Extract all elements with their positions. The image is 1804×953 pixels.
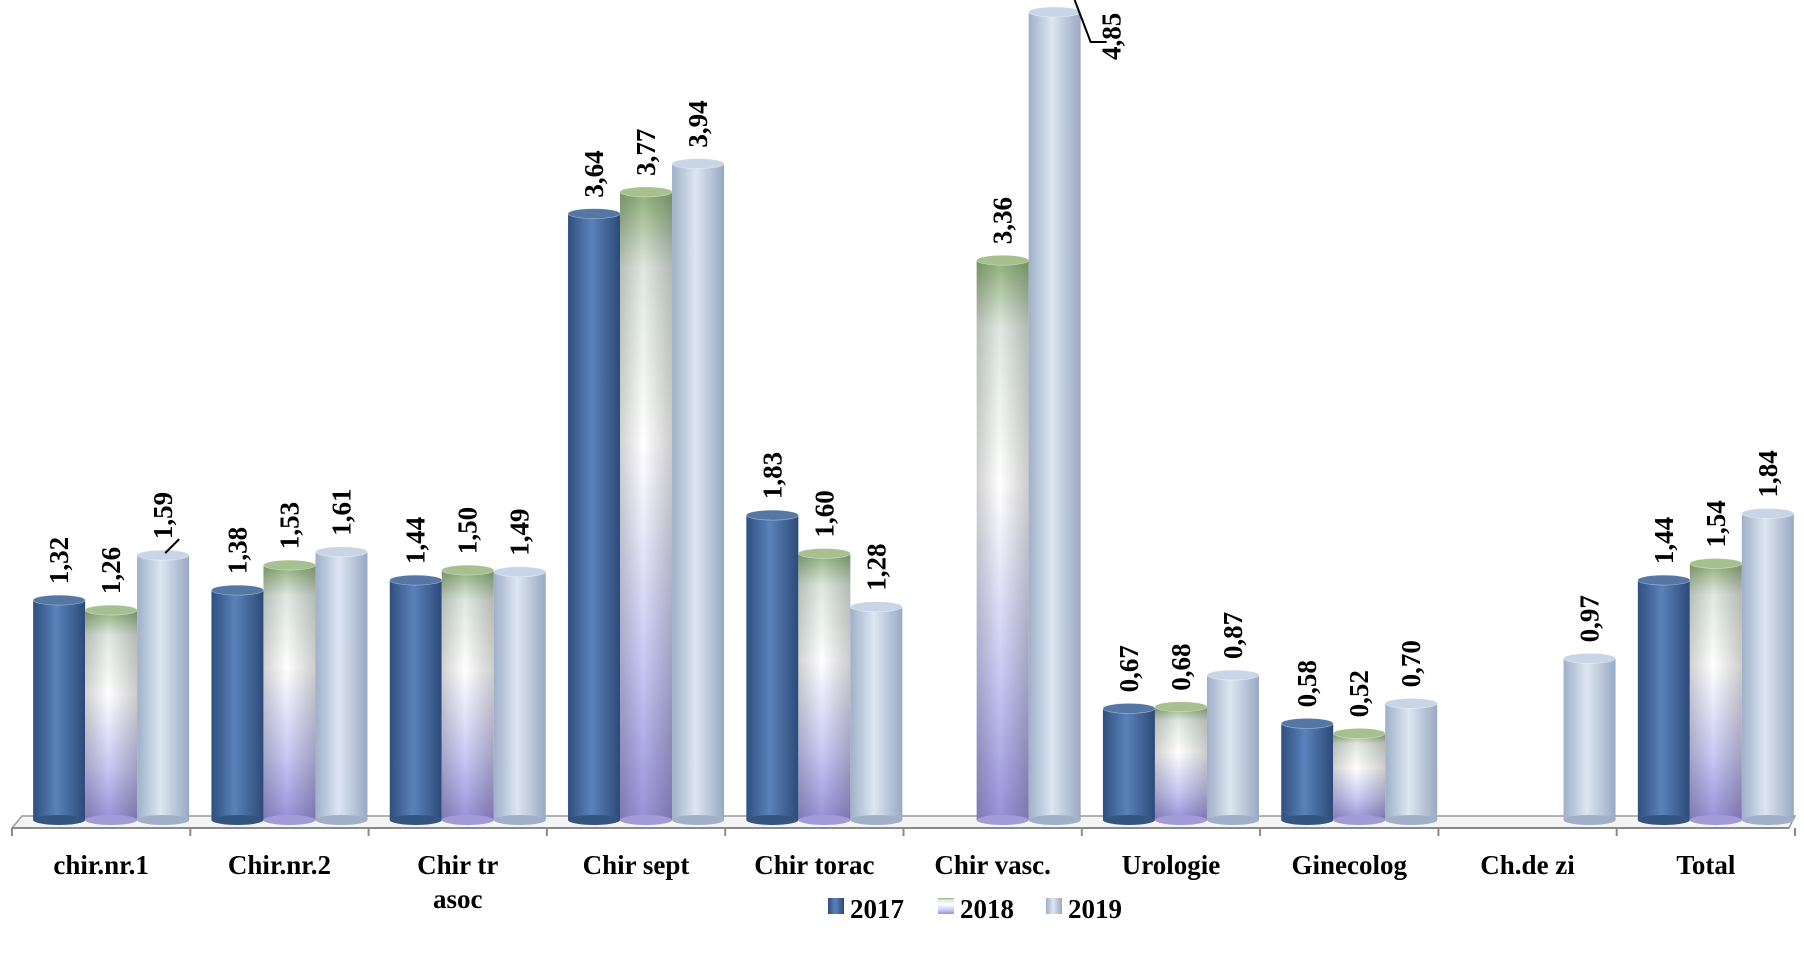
bar-2019-9 [1741,508,1795,825]
category-label: Chir tr asoc [417,850,498,914]
legend: 2017 2018 2019 [828,894,1122,924]
bar-2018-3 [619,186,673,825]
legend-label: 2018 [960,894,1014,924]
category-label: Ch.de zi [1480,850,1575,880]
data-label: 0,87 [1218,612,1248,659]
leader-line [1073,0,1107,43]
legend-item-2018: 2018 [938,894,1014,924]
bars [32,6,1795,825]
bar-2018-9 [1689,558,1743,825]
bar-2019-1 [315,546,368,825]
bar-2019-6 [1206,669,1260,825]
legend-item-2017: 2017 [828,894,904,924]
data-label: 1,32 [44,537,74,584]
bar-2019-8 [1563,653,1616,825]
bar-2019-2 [493,566,547,825]
category-label: Total [1676,850,1736,880]
data-label: 0,67 [1114,645,1144,692]
data-label: 4,85 [1097,13,1127,60]
bar-2018-1 [263,559,316,825]
data-label: 1,53 [274,502,304,549]
category-label: Urologie [1122,850,1220,880]
legend-label: 2019 [1068,894,1122,924]
bar-2019-4 [850,601,903,825]
category-label: Chir vasc. [934,850,1051,880]
data-label: 0,52 [1344,670,1374,717]
data-label: 1,83 [757,452,787,499]
category-labels: chir.nr.1 Chir.nr.2 Chir tr asoc Chir sept Ch… [53,850,1735,914]
category-label: Chir sept [583,850,690,880]
data-label: 3,94 [683,100,713,147]
legend-label: 2017 [850,894,904,924]
category-label: chir.nr.1 [53,850,149,880]
bar-2018-2 [441,564,495,825]
data-label: 3,77 [631,129,661,176]
bar-2017-9 [1637,574,1691,825]
bar-2019-7 [1384,698,1438,825]
bar-2017-0 [32,594,86,825]
category-label: Ginecolog [1292,850,1408,880]
data-label: 1,44 [1649,517,1679,564]
legend-swatch [828,898,844,914]
data-label: 1,59 [148,492,178,539]
data-label: 1,60 [809,490,839,537]
bar-2019-0 [136,549,190,825]
data-label: 3,64 [579,150,609,197]
bar-2018-4 [798,548,851,825]
data-label: 1,50 [453,507,483,554]
data-label: 1,61 [326,489,356,536]
data-label: 0,68 [1166,643,1196,690]
leader-line [164,538,180,554]
bar-2017-1 [211,584,264,825]
data-label: 1,28 [861,544,891,591]
data-label: 0,70 [1396,640,1426,687]
value-labels: 1,32 1,26 1,59 1,38 1,53 1,61 1,44 1,50 1,49 3,64… [44,0,1783,717]
data-label: 3,36 [988,197,1018,244]
data-label: 1,49 [505,509,535,556]
bar-2017-3 [567,208,621,825]
data-label: 0,58 [1292,660,1322,707]
bar-2017-2 [389,574,443,825]
bar-2018-0 [84,604,138,825]
bar-2019-3 [671,158,725,825]
data-label: 1,54 [1701,500,1731,547]
legend-swatch [938,898,954,914]
bar-2018-6 [1154,701,1208,825]
legend-swatch [1046,898,1062,914]
bar-2019-5 [1028,6,1081,825]
data-label: 0,97 [1575,595,1605,642]
data-label: 1,84 [1753,450,1783,497]
bar-2018-5 [976,254,1029,825]
data-label: 1,44 [401,517,431,564]
data-label: 1,38 [222,527,252,574]
bar-2017-6 [1102,703,1156,825]
legend-item-2019: 2019 [1046,894,1122,924]
bar-2017-7 [1280,718,1334,825]
bar-2017-4 [746,509,799,825]
category-label: Chir.nr.2 [228,850,331,880]
category-label: Chir torac [754,850,874,880]
bar-2018-7 [1332,728,1386,825]
data-label: 1,26 [96,547,126,594]
